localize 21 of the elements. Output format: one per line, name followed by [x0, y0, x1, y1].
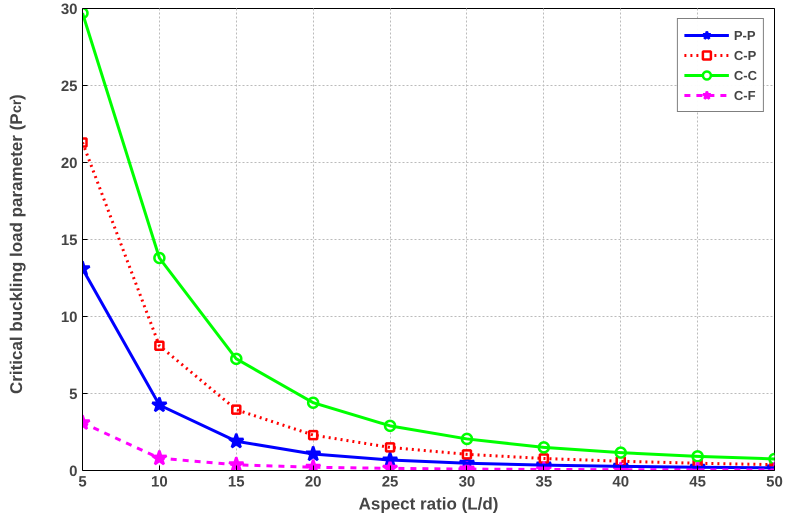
y-tick-label: 15 — [60, 232, 78, 249]
x-tick-label: 45 — [689, 474, 706, 490]
x-axis-title: Aspect ratio (L/d) — [358, 494, 498, 514]
y-tick-label: 25 — [60, 78, 78, 95]
x-tick-label: 40 — [612, 474, 630, 490]
y-tick-label: 5 — [69, 386, 78, 403]
x-tick-label: 30 — [458, 474, 476, 490]
x-tick-label: 50 — [766, 474, 783, 490]
x-tick-label: 25 — [382, 474, 398, 490]
x-tick-label: 20 — [304, 474, 322, 490]
legend-label: C-F — [734, 88, 756, 102]
y-tick-label: 20 — [60, 155, 78, 172]
y-tick-label: 0 — [69, 463, 78, 480]
y-tick-label: 10 — [60, 309, 78, 326]
legend-label: C-C — [734, 68, 757, 82]
y-tick-label: 30 — [60, 1, 78, 18]
x-tick-label: 35 — [535, 474, 552, 490]
legend-label: C-P — [734, 48, 756, 62]
x-tick-label: 10 — [151, 474, 168, 490]
x-tick-label: 15 — [228, 474, 245, 490]
legend-label: P-P — [734, 28, 756, 42]
